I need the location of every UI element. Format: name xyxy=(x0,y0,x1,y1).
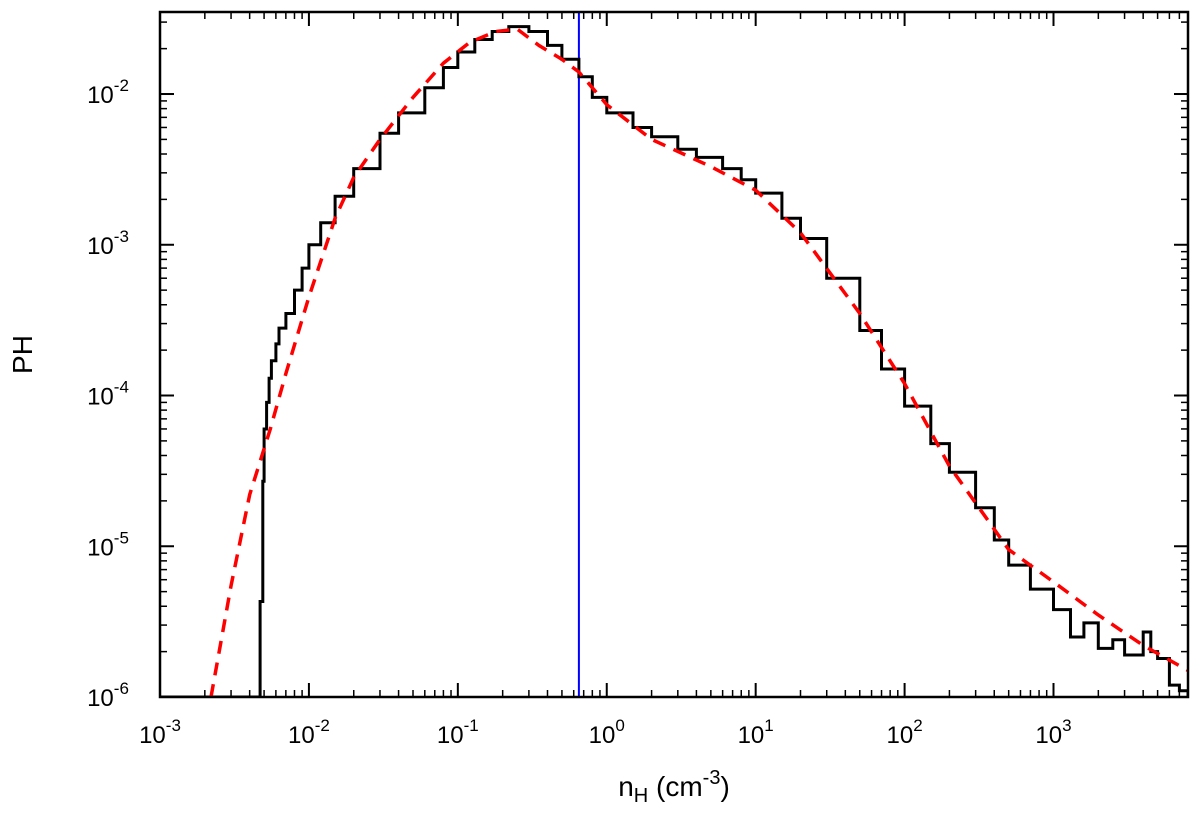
x-axis-label: nH (cm-3) xyxy=(618,767,730,807)
plot-area xyxy=(160,12,1188,697)
x-tick-label: 102 xyxy=(887,716,923,749)
y-tick-label: 10-5 xyxy=(87,528,129,561)
y-tick-label: 10-2 xyxy=(87,76,129,109)
y-tick-label: 10-3 xyxy=(87,227,129,260)
y-axis-label: PH xyxy=(7,335,38,374)
x-tick-label: 100 xyxy=(589,716,625,749)
x-axis-label-base: n xyxy=(618,771,634,802)
tick-layer: 10-3 10-2 10-1 100 101 102 103 10-2 10-3 10-4 10-5… xyxy=(87,12,1188,749)
x-tick-label: 101 xyxy=(738,716,774,749)
x-tick-label: 10-3 xyxy=(139,716,181,749)
x-tick-label: 10-1 xyxy=(437,716,479,749)
plot-frame xyxy=(158,10,1190,699)
y-tick-label: 10-6 xyxy=(87,679,129,712)
fit-curve-dashed xyxy=(209,27,1188,697)
x-axis-label-unit-sup: -3 xyxy=(703,767,721,789)
x-axis-label-unit-open: (cm xyxy=(648,771,702,802)
x-tick-label: 103 xyxy=(1035,716,1071,749)
plot-layer xyxy=(160,12,1188,697)
y-tick-label: 10-4 xyxy=(87,378,129,411)
x-axis-label-sub: H xyxy=(634,785,648,807)
x-axis-label-unit-close: ) xyxy=(720,771,729,802)
x-tick-label: 10-2 xyxy=(288,716,330,749)
histogram-step-line xyxy=(160,25,1188,697)
